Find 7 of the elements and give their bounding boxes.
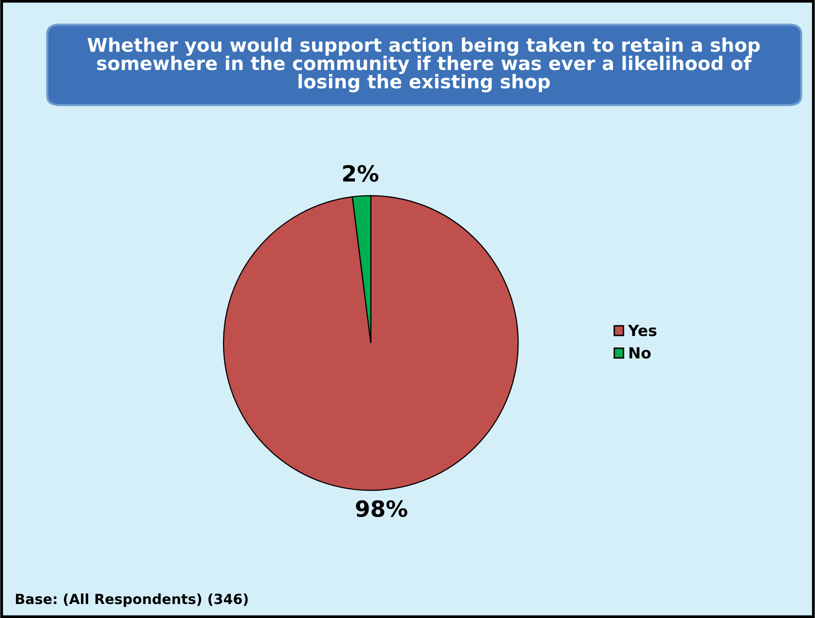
- text: Base: (All Respondents) (346): [16, 593, 248, 607]
- legend-label: Yes: [628, 324, 656, 336]
- chart-title: Whether you would support action being taken to retain a shop somewhere in the community if there was ever a likelihood of losing the existing shop: [88, 37, 760, 92]
- data-label: 2%: [343, 165, 378, 182]
- legend-label: No: [629, 347, 651, 359]
- data-label: 98%: [356, 500, 408, 518]
- pie-slice: [222, 195, 519, 491]
